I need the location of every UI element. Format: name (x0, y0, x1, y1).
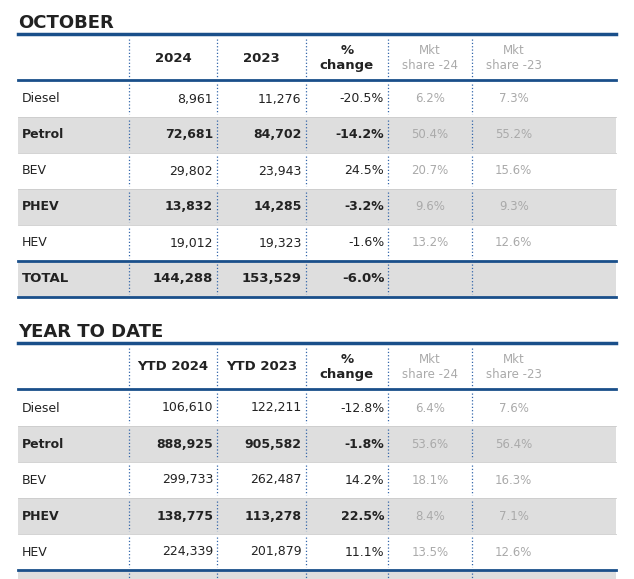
Text: -20.5%: -20.5% (340, 93, 384, 105)
Text: 55.2%: 55.2% (495, 129, 533, 141)
Text: 153,529: 153,529 (242, 273, 302, 285)
Text: %
change: % change (320, 353, 374, 381)
Text: Diesel: Diesel (22, 93, 61, 105)
Text: -12.8%: -12.8% (340, 401, 384, 415)
Text: -6.0%: -6.0% (342, 273, 384, 285)
Text: 14.2%: 14.2% (344, 474, 384, 486)
Text: BEV: BEV (22, 164, 47, 178)
Text: YTD 2024: YTD 2024 (138, 361, 209, 373)
Text: 224,339: 224,339 (162, 545, 213, 559)
Text: 14,285: 14,285 (253, 200, 302, 214)
Text: 6.4%: 6.4% (415, 401, 445, 415)
Text: YTD 2023: YTD 2023 (226, 361, 297, 373)
Text: HEV: HEV (22, 545, 48, 559)
Text: 11,276: 11,276 (258, 93, 302, 105)
Text: 9.3%: 9.3% (499, 200, 529, 214)
Text: 29,802: 29,802 (169, 164, 213, 178)
Text: Diesel: Diesel (22, 401, 61, 415)
Text: Petrol: Petrol (22, 438, 64, 450)
Text: HEV: HEV (22, 236, 48, 250)
Text: 13.5%: 13.5% (411, 545, 449, 559)
Text: 72,681: 72,681 (165, 129, 213, 141)
Bar (18, 189, 616, 225)
Text: 201,879: 201,879 (250, 545, 302, 559)
Text: 84,702: 84,702 (253, 129, 302, 141)
Text: 299,733: 299,733 (162, 474, 213, 486)
Text: 113,278: 113,278 (245, 510, 302, 522)
Bar (18, 498, 616, 534)
Text: 7.3%: 7.3% (499, 93, 529, 105)
Text: -3.2%: -3.2% (344, 200, 384, 214)
Text: 22.5%: 22.5% (340, 510, 384, 522)
Text: 8.4%: 8.4% (415, 510, 445, 522)
Text: BEV: BEV (22, 474, 47, 486)
Text: 144,288: 144,288 (153, 273, 213, 285)
Text: 16.3%: 16.3% (495, 474, 533, 486)
Text: 19,323: 19,323 (258, 236, 302, 250)
Text: 20.7%: 20.7% (411, 164, 449, 178)
Text: 7.6%: 7.6% (499, 401, 529, 415)
Text: %
change: % change (320, 44, 374, 72)
Text: PHEV: PHEV (22, 200, 60, 214)
Text: 905,582: 905,582 (245, 438, 302, 450)
Text: -1.6%: -1.6% (348, 236, 384, 250)
Text: 106,610: 106,610 (162, 401, 213, 415)
Text: Mkt
share -24: Mkt share -24 (402, 353, 458, 381)
Bar (18, 261, 616, 297)
Text: -14.2%: -14.2% (335, 129, 384, 141)
Text: 18.1%: 18.1% (411, 474, 449, 486)
Text: 24.5%: 24.5% (344, 164, 384, 178)
Text: 8,961: 8,961 (178, 93, 213, 105)
Text: Mkt
share -24: Mkt share -24 (402, 44, 458, 72)
Text: 262,487: 262,487 (250, 474, 302, 486)
Text: 56.4%: 56.4% (495, 438, 533, 450)
Text: 23,943: 23,943 (258, 164, 302, 178)
Text: OCTOBER: OCTOBER (18, 14, 113, 32)
Text: 50.4%: 50.4% (411, 129, 449, 141)
Text: 7.1%: 7.1% (499, 510, 529, 522)
Bar (18, 570, 616, 579)
Text: 13.2%: 13.2% (411, 236, 449, 250)
Text: 19,012: 19,012 (170, 236, 213, 250)
Text: -1.8%: -1.8% (344, 438, 384, 450)
Text: 6.2%: 6.2% (415, 93, 445, 105)
Text: 13,832: 13,832 (165, 200, 213, 214)
Text: 12.6%: 12.6% (495, 236, 533, 250)
Text: TOTAL: TOTAL (22, 273, 69, 285)
Bar (18, 426, 616, 462)
Text: 122,211: 122,211 (250, 401, 302, 415)
Text: 2024: 2024 (155, 52, 191, 64)
Text: 11.1%: 11.1% (344, 545, 384, 559)
Text: 888,925: 888,925 (157, 438, 213, 450)
Text: Mkt
share -23: Mkt share -23 (486, 353, 541, 381)
Text: 2023: 2023 (243, 52, 280, 64)
Text: YEAR TO DATE: YEAR TO DATE (18, 323, 163, 341)
Text: 138,775: 138,775 (156, 510, 213, 522)
Text: Petrol: Petrol (22, 129, 64, 141)
Text: 9.6%: 9.6% (415, 200, 445, 214)
Text: PHEV: PHEV (22, 510, 60, 522)
Text: Mkt
share -23: Mkt share -23 (486, 44, 541, 72)
Text: 12.6%: 12.6% (495, 545, 533, 559)
Text: 15.6%: 15.6% (495, 164, 533, 178)
Bar (18, 117, 616, 153)
Text: 53.6%: 53.6% (411, 438, 449, 450)
